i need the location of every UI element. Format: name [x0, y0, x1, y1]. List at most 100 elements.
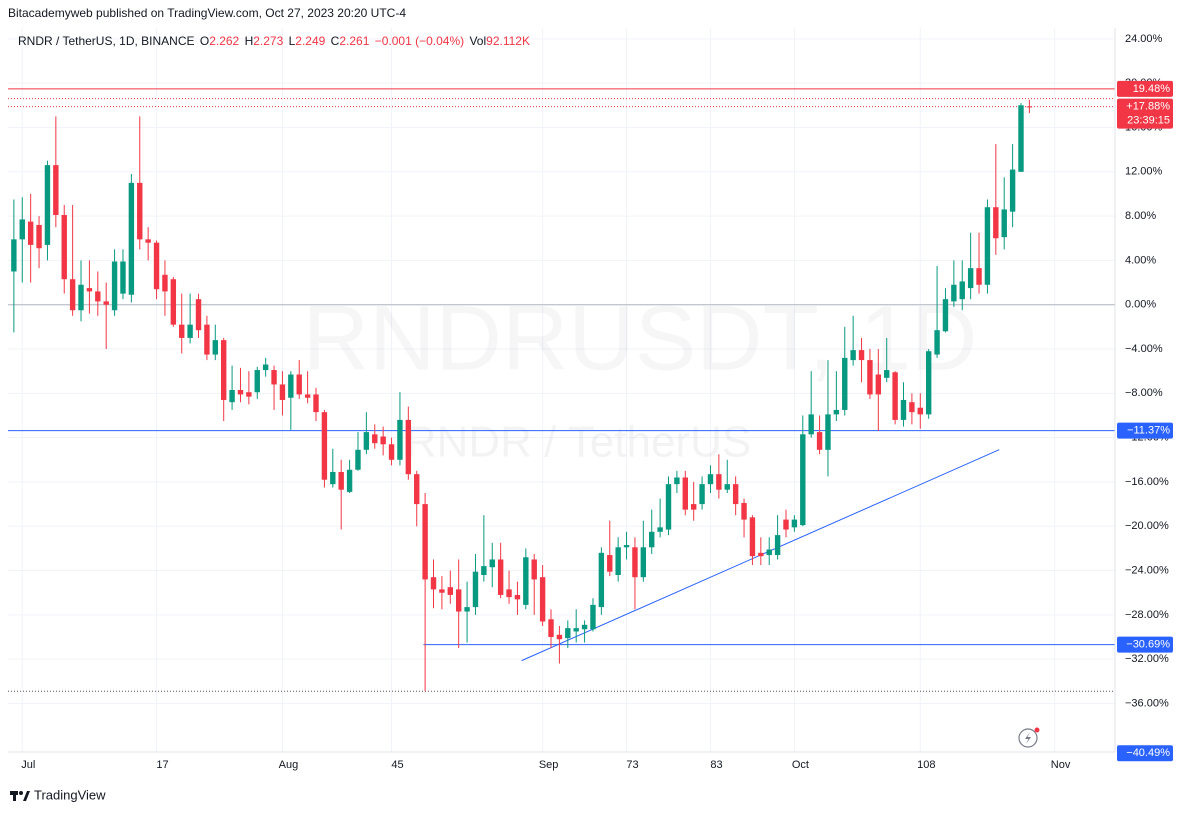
candle-body: [497, 559, 504, 595]
candle-body: [758, 552, 764, 557]
candle-body: [581, 624, 588, 630]
candle-body: [699, 484, 705, 505]
y-tick-label: 24.00%: [1125, 33, 1163, 45]
candle-body: [724, 484, 730, 490]
icon-bolt: [1025, 732, 1031, 744]
candle-body: [162, 274, 168, 292]
candle-body: [229, 390, 235, 403]
candle-body: [279, 384, 286, 400]
legend-symbol: RNDR / TetherUS, 1D, BINANCE: [18, 34, 195, 48]
candle-body: [690, 504, 697, 510]
candle-body: [304, 394, 311, 398]
candle-body: [657, 527, 663, 532]
x-tick-label: Nov: [1051, 759, 1071, 771]
legend-label: Vol: [469, 34, 486, 48]
lightning-icon[interactable]: [1018, 727, 1040, 748]
candle-body: [355, 449, 361, 470]
candle-body: [439, 589, 445, 593]
candle-body: [372, 434, 378, 444]
legend-value: 2.262: [209, 34, 239, 48]
footer-brand: TradingView: [34, 787, 106, 802]
candle-body: [489, 559, 495, 568]
last-price-box: [1117, 98, 1173, 129]
candle-body: [791, 519, 798, 528]
candle-body: [204, 324, 210, 355]
y-tick-label: −24.00%: [1125, 564, 1169, 576]
candle-body: [388, 444, 395, 460]
watermark-symbol: RNDRUSDT, 1D: [303, 287, 978, 389]
candle-body: [649, 531, 655, 548]
candle-body: [1026, 106, 1033, 108]
logo-part: [23, 791, 30, 801]
watermark-name: RNDR / TetherUS: [405, 418, 751, 467]
icon-ring: [1018, 728, 1038, 748]
candle-body: [296, 374, 302, 395]
candle-body: [170, 279, 177, 325]
countdown: 23:39:15: [1127, 115, 1170, 127]
candle-body: [447, 587, 453, 595]
last-price-label: +17.88%: [1126, 101, 1170, 113]
candle-body: [11, 239, 17, 272]
plot: [8, 88, 1115, 692]
x-tick-label: Jul: [21, 759, 35, 771]
candle-body: [346, 469, 353, 492]
price-label: −11.37%: [1127, 425, 1170, 437]
candle-body: [338, 471, 344, 490]
footer-logo: [10, 791, 30, 801]
y-tick-label: −16.00%: [1125, 476, 1169, 488]
candle-body: [749, 517, 756, 557]
candle-body: [145, 239, 151, 243]
candle-body: [523, 557, 529, 605]
candle-body: [414, 474, 420, 505]
candle-body: [514, 594, 521, 600]
published: Bitacademyweb published on TradingView.c…: [8, 6, 406, 20]
candle-body: [405, 419, 412, 475]
y-tick-label: −36.00%: [1125, 697, 1169, 709]
candle-body: [967, 268, 974, 289]
candle-body: [288, 374, 294, 398]
legend-value: 2.249: [295, 34, 325, 48]
candle-body: [262, 364, 269, 371]
legend-label: L: [289, 34, 296, 48]
candle-body: [858, 350, 865, 361]
candle-body: [800, 434, 806, 526]
price-label-box: [1117, 636, 1173, 653]
legend: RNDR / TetherUS, 1D, BINANCE O2.262 H2.2…: [18, 34, 530, 48]
candle-body: [892, 372, 898, 420]
candle-body: [506, 589, 512, 598]
candle-body: [732, 484, 739, 505]
candle-body: [615, 547, 621, 575]
candle-body: [1001, 209, 1007, 238]
price-label: 19.48%: [1133, 83, 1171, 95]
candle-body: [246, 392, 252, 397]
candle-body: [867, 360, 873, 395]
candle-body: [195, 299, 202, 331]
candle-body: [36, 224, 42, 249]
y-tick-label: 0.00%: [1125, 299, 1156, 311]
candle-body: [607, 555, 613, 572]
candle-body: [455, 589, 462, 612]
candle-body: [531, 559, 537, 580]
candle-body: [900, 399, 907, 420]
candle-body: [111, 261, 118, 311]
legend-label: H: [245, 34, 254, 48]
candle-body: [766, 549, 772, 556]
candle-body: [153, 242, 160, 290]
candle-body: [951, 284, 957, 302]
candle-body: [665, 484, 672, 530]
candle-body: [212, 340, 219, 355]
candle-body: [808, 414, 814, 435]
candle-body: [942, 299, 949, 332]
candle-body: [422, 504, 428, 580]
candle-body: [179, 324, 185, 338]
axes: 24.00%20.00%16.00%12.00%8.00%4.00%0.00%−…: [21, 33, 1173, 771]
price-label-box: [1117, 422, 1173, 439]
candle-body: [61, 214, 67, 280]
x-tick-label: 17: [156, 759, 168, 771]
candle-body: [884, 370, 890, 378]
candle-body: [363, 432, 370, 450]
grid: [8, 28, 1115, 752]
x-tick-label: Oct: [792, 759, 809, 771]
